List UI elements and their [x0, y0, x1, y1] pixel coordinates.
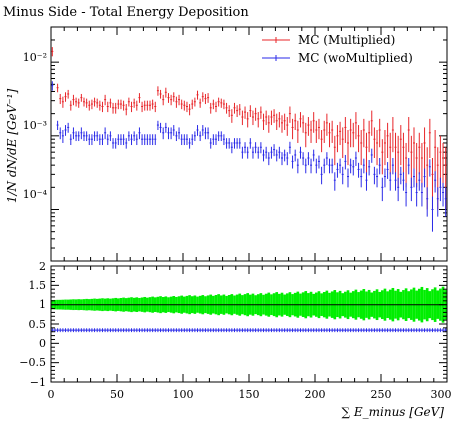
- x-tick-label-150: 150: [239, 388, 260, 401]
- x-tick-label-250: 250: [371, 388, 392, 401]
- ratio-tick-label-1: 1: [39, 298, 46, 311]
- x-axis-label: ∑ E_minus [GeV]: [341, 405, 444, 419]
- x-tick-label-100: 100: [173, 388, 194, 401]
- y-tick-label-1e-4: 10⁻⁴: [23, 188, 48, 201]
- y-tick-label-1e-3: 10⁻³: [23, 119, 47, 132]
- x-tick-label-0: 0: [48, 388, 55, 401]
- main-axis-ticks: [50, 26, 448, 262]
- legend-label-multiplied: MC (Multiplied): [298, 33, 395, 47]
- x-tick-label-300: 300: [431, 388, 452, 401]
- ratio-tick-label-m1: −1: [30, 376, 46, 389]
- ratio-series: [51, 328, 447, 333]
- x-tick-label-200: 200: [305, 388, 326, 401]
- chart-title: Minus Side - Total Energy Deposition: [3, 5, 249, 20]
- ratio-plot-frame: [50, 265, 448, 383]
- legend: MC (Multiplied) MC (woMultiplied): [262, 33, 413, 65]
- ratio-tick-label-0: 0: [39, 337, 46, 350]
- ratio-tick-label-2: 2: [39, 260, 46, 273]
- y-axis-label: 1/N dN/dE [GeV⁻¹]: [5, 89, 19, 204]
- legend-label-womultiplied: MC (woMultiplied): [298, 51, 413, 65]
- main-data-series: [51, 47, 447, 232]
- ratio-tick-label-0-5: 0.5: [29, 318, 47, 331]
- ratio-tick-label-m0-5: −0.5: [19, 356, 46, 369]
- y-tick-label-1e-2: 10⁻²: [23, 51, 47, 64]
- x-tick-label-50: 50: [110, 388, 124, 401]
- ratio-tick-label-1-5: 1.5: [29, 279, 47, 292]
- ratio-axis-ticks: [50, 265, 448, 383]
